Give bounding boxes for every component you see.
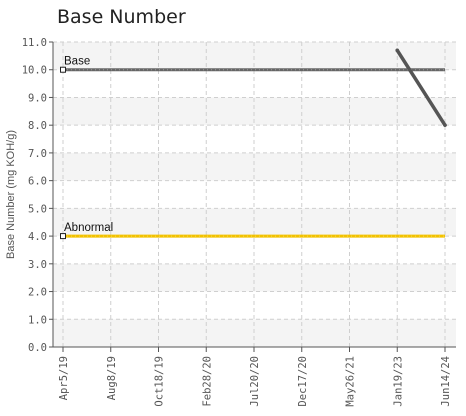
x-tick-label: Jan19/23	[392, 356, 404, 407]
y-tick-label: 6.0	[28, 176, 47, 188]
reference-marker	[60, 233, 66, 240]
y-tick-label: 4.0	[28, 231, 47, 243]
reference-label-base: Base	[64, 56, 90, 68]
x-tick-label: Feb28/20	[201, 356, 213, 407]
y-tick-label: 0.0	[28, 342, 47, 354]
x-tick-label: Aug8/19	[106, 356, 118, 400]
x-tick-label: Oct18/19	[154, 356, 166, 407]
y-tick-label: 7.0	[28, 148, 47, 160]
y-tick-label: 5.0	[28, 203, 47, 215]
chart-title: Base Number	[57, 6, 186, 28]
y-tick-label: 1.0	[28, 314, 47, 326]
x-tick-label: Jun14/24	[440, 356, 452, 407]
y-tick-label: 10.0	[22, 65, 47, 77]
x-tick-label: Dec17/20	[297, 356, 309, 407]
reference-label-abnormal: Abnormal	[64, 222, 113, 234]
y-tick-label: 11.0	[22, 37, 47, 49]
y-tick-label: 3.0	[28, 259, 47, 271]
data-point	[443, 123, 447, 127]
series-line	[395, 48, 447, 127]
y-tick-label: 2.0	[28, 287, 47, 299]
x-tick-label: Apr5/19	[58, 356, 70, 400]
data-point	[395, 48, 400, 53]
x-tick-label: Jul20/20	[249, 356, 261, 407]
y-tick-label: 9.0	[28, 92, 47, 104]
y-axis-label: Base Number (mg KOH/g)	[5, 130, 17, 259]
x-tick-label: May26/21	[345, 356, 357, 407]
reference-marker	[60, 66, 66, 73]
y-tick-label: 8.0	[28, 120, 47, 132]
